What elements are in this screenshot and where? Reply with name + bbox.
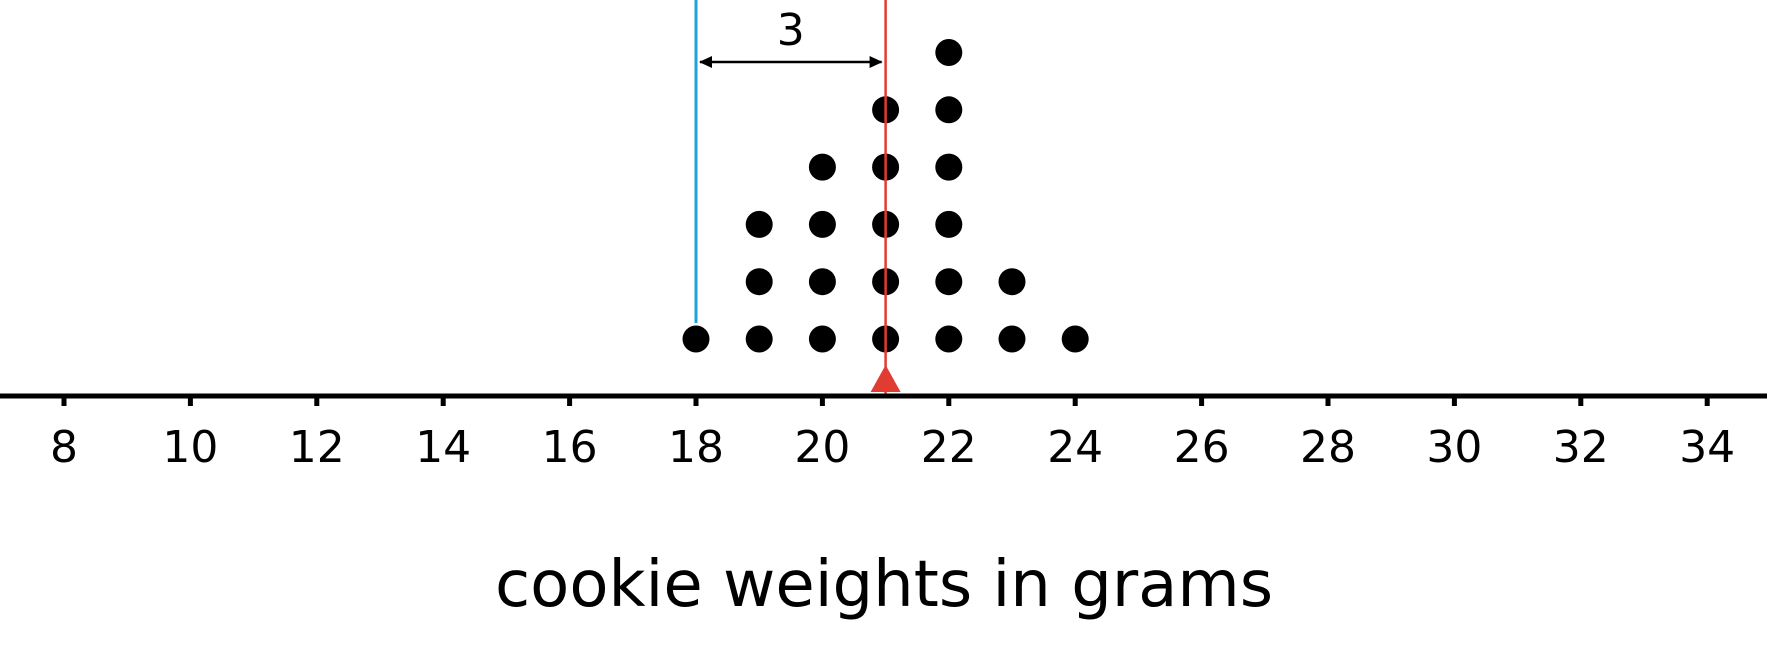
distance-arrow	[699, 56, 883, 68]
data-dot	[935, 210, 963, 238]
data-dot	[935, 268, 963, 296]
data-dot	[745, 210, 773, 238]
data-dot	[1061, 325, 1089, 353]
data-dot	[745, 325, 773, 353]
x-tick-label: 16	[542, 422, 598, 473]
x-tick-label: 34	[1679, 422, 1735, 473]
distance-label: 3	[777, 5, 805, 56]
x-tick-label: 26	[1174, 422, 1230, 473]
x-tick-label: 28	[1300, 422, 1356, 473]
data-dot	[935, 96, 963, 124]
x-axis-label: cookie weights in grams	[495, 548, 1273, 622]
data-dot	[935, 325, 963, 353]
data-dot	[808, 153, 836, 181]
data-dot	[682, 325, 710, 353]
data-dot	[935, 153, 963, 181]
data-dot	[808, 325, 836, 353]
x-tick-label: 10	[162, 422, 218, 473]
data-dot	[998, 325, 1026, 353]
x-tick-label: 12	[289, 422, 345, 473]
x-tick-label: 14	[415, 422, 471, 473]
data-dot	[745, 268, 773, 296]
x-tick-label: 22	[921, 422, 977, 473]
mean-triangle-marker	[870, 365, 901, 392]
data-dot	[998, 268, 1026, 296]
x-tick-label: 8	[50, 422, 78, 473]
data-dot	[935, 39, 963, 66]
x-tick-label: 20	[794, 422, 850, 473]
data-dot	[808, 210, 836, 238]
data-dot	[808, 268, 836, 296]
x-tick-label: 32	[1553, 422, 1609, 473]
x-tick-label: 30	[1426, 422, 1482, 473]
x-tick-label: 18	[668, 422, 724, 473]
x-tick-label: 24	[1047, 422, 1103, 473]
